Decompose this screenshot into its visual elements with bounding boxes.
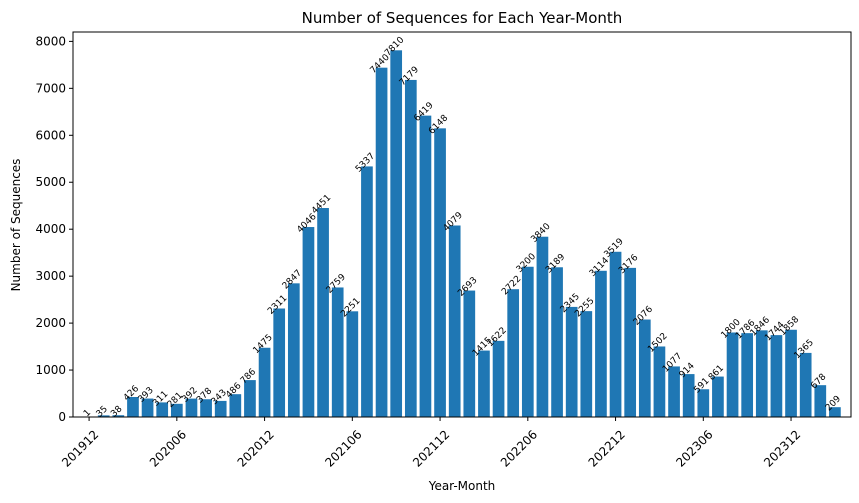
bar-202012	[258, 347, 271, 417]
y-tick-label: 3000	[35, 269, 66, 283]
bar-202008	[200, 399, 212, 417]
y-tick-label: 2000	[35, 316, 66, 330]
x-tick-label: 202306	[673, 427, 715, 469]
bar-202205	[507, 289, 520, 417]
bar-202005	[156, 402, 169, 417]
x-tick-label: 202112	[410, 427, 452, 469]
bar-202304	[668, 366, 680, 417]
bar-202201	[448, 225, 461, 417]
bar-202207	[536, 236, 549, 417]
bar-202106	[346, 311, 359, 417]
y-tick-label: 8000	[35, 34, 66, 48]
bar-202107	[361, 166, 373, 417]
bar-202204	[492, 340, 505, 417]
bar-202004	[141, 398, 154, 417]
bar-202108	[375, 67, 388, 418]
bar-202102	[287, 283, 300, 417]
plot-frame	[72, 31, 852, 418]
x-tick-label: 202006	[147, 427, 189, 469]
y-tick-label: 0	[58, 410, 66, 424]
bar-202003	[127, 397, 139, 417]
bar-202212	[609, 251, 622, 417]
x-axis: 201912 202006 202012 202106 202112 202206 2022…	[59, 417, 803, 470]
x-tick-label: 202206	[498, 427, 540, 469]
bar-202104	[317, 208, 329, 417]
bar-202202	[463, 290, 476, 417]
bar-202310	[755, 330, 768, 417]
y-axis-label: Number of Sequences	[9, 159, 23, 292]
bar-202209	[565, 306, 578, 417]
bar-202305	[682, 374, 695, 417]
bar-202312	[785, 329, 797, 417]
bar-202001	[97, 415, 110, 417]
y-tick-label: 7000	[35, 81, 66, 95]
bar-202007	[185, 398, 198, 417]
bar-202002	[112, 415, 125, 417]
bar-202301	[624, 267, 637, 417]
y-axis: 0 1000 2000 3000 4000 5000 6000 7000 8000	[35, 34, 73, 424]
bar-202112	[434, 128, 446, 417]
x-axis-label: Year-Month	[428, 479, 496, 493]
bar-202306	[697, 389, 710, 417]
bar-202210	[580, 311, 593, 418]
bar-202206	[521, 266, 534, 417]
bar-202103	[302, 227, 315, 417]
bar-202010	[229, 394, 242, 417]
bar-202110	[404, 79, 417, 417]
x-tick-label: 202312	[761, 427, 803, 469]
chart-title: Number of Sequences for Each Year-Month	[302, 9, 623, 27]
bar-202203	[478, 350, 490, 417]
x-tick-label: 201912	[59, 427, 101, 469]
y-tick-label: 4000	[35, 222, 66, 236]
bar-202006	[170, 403, 183, 417]
bars-group	[83, 50, 841, 418]
bar-202308	[726, 332, 739, 417]
bar-202101	[273, 308, 286, 417]
bar-202302	[638, 319, 651, 417]
bar-202402	[814, 385, 827, 417]
bar-202309	[741, 333, 754, 417]
bar-202303	[653, 346, 666, 417]
y-tick-label: 1000	[35, 363, 66, 377]
bar-202208	[551, 267, 563, 417]
x-tick-label: 202012	[235, 427, 277, 469]
bar-202211	[595, 270, 607, 417]
y-tick-label: 5000	[35, 175, 66, 189]
y-tick-label: 6000	[35, 128, 66, 142]
x-tick-label: 202212	[586, 427, 628, 469]
bar-202111	[419, 115, 432, 418]
bar-202307	[712, 376, 724, 417]
bar-202311	[770, 335, 783, 417]
bar-value-label: 1	[82, 408, 93, 419]
bar-202011	[244, 380, 256, 417]
x-tick-label: 202106	[322, 427, 364, 469]
bar-202009	[214, 400, 227, 417]
bar-202403	[829, 407, 841, 417]
bar-202105	[331, 287, 344, 417]
bar-202109	[390, 50, 403, 418]
bar-202401	[799, 352, 812, 417]
